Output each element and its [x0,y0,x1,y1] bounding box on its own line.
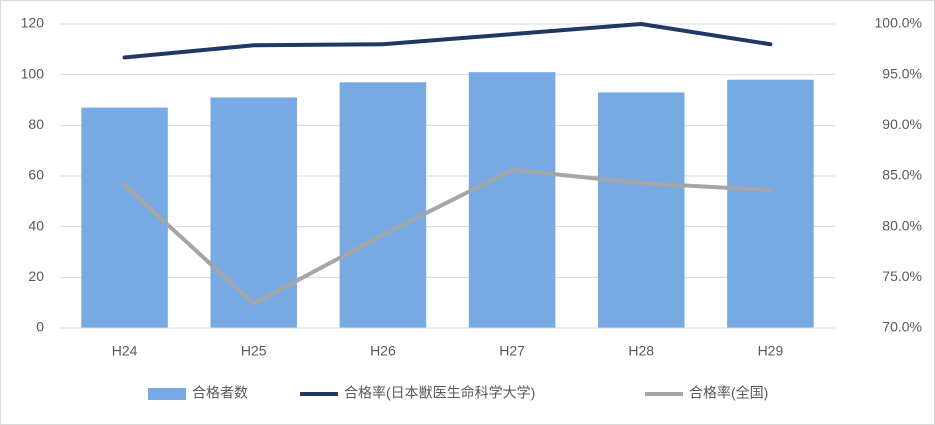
legend-swatch [148,388,186,400]
x-tick-label: H27 [499,343,525,359]
x-tick-label: H26 [370,343,396,359]
bar [339,82,427,329]
bar [727,79,814,328]
y2-tick-label: 80.0% [882,217,922,233]
y2-tick-label: 75.0% [882,268,922,284]
y2-tick-label: 85.0% [882,167,922,183]
y2-tick-label: 70.0% [882,319,922,335]
bar [468,72,556,328]
legend-label: 合格者数 [192,385,248,401]
line [122,167,773,306]
x-tick-label: H29 [758,343,784,359]
legend-label: 合格率(全国) [689,385,768,401]
y2-tick-label: 95.0% [882,65,922,81]
bar [597,92,685,329]
y-tick-label: 20 [28,268,44,284]
y-tick-label: 80 [28,116,44,132]
y2-tick-label: 100.0% [875,15,922,31]
y-tick-label: 0 [36,319,44,335]
x-tick-label: H24 [112,343,138,359]
y2-tick-label: 90.0% [882,116,922,132]
y-tick-label: 40 [28,217,44,233]
legend-label: 合格率(日本獣医生命科学大学) [344,385,535,401]
y-tick-label: 60 [28,167,44,183]
bar [210,97,298,328]
x-tick-label: H25 [241,343,267,359]
y-tick-label: 120 [21,15,45,31]
bar [81,107,168,328]
line [122,22,773,60]
y-tick-label: 100 [21,65,45,81]
x-tick-label: H28 [628,343,654,359]
